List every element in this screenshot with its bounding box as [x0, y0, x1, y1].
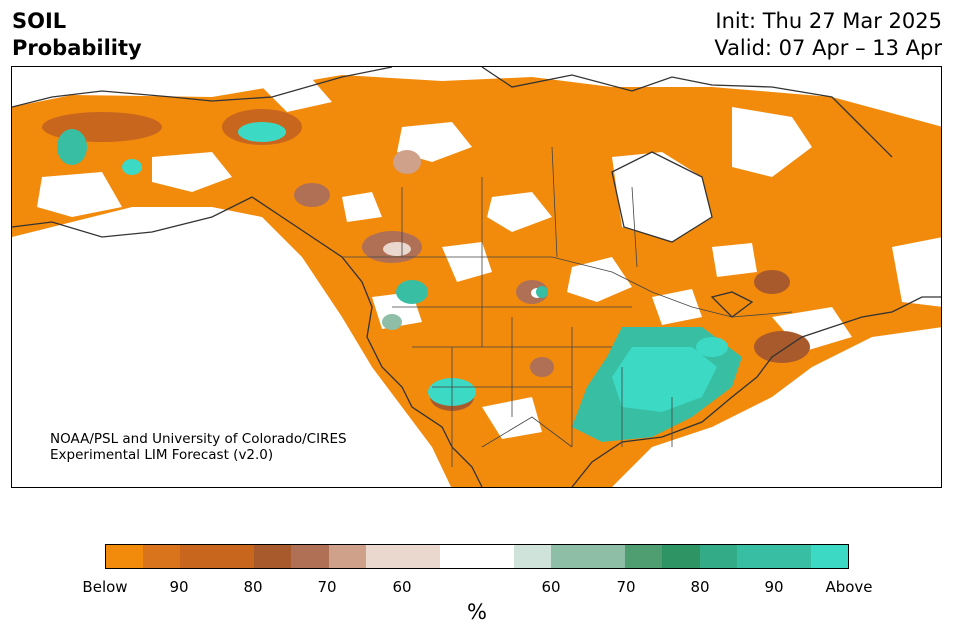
colorbar-segment	[328, 545, 366, 568]
colorbar-tick-label: 60	[541, 578, 561, 596]
near-normal-gaps	[37, 79, 941, 439]
colorbar-tick-label: 80	[690, 578, 710, 596]
above-normal-areas	[57, 122, 742, 442]
colorbar-segment	[180, 545, 218, 568]
colorbar-tick-label: 90	[169, 578, 189, 596]
colorbar-segment	[106, 545, 144, 568]
colorbar-segment	[143, 545, 181, 568]
colorbar-tick-label: 60	[392, 578, 412, 596]
colorbar-tick-label: 90	[764, 578, 784, 596]
title-type: Probability	[12, 36, 142, 60]
colorbar-segment	[773, 545, 811, 568]
valid-dates: Valid: 07 Apr – 13 Apr	[714, 36, 942, 60]
credit-line-2: Experimental LIM Forecast (v2.0)	[50, 447, 274, 463]
colorbar-segment	[365, 545, 403, 568]
colorbar-tick-label: Below	[82, 578, 128, 596]
colorbar-segment	[402, 545, 440, 568]
colorbar-tick-label: 70	[317, 578, 337, 596]
colorbar-segment	[514, 545, 552, 568]
colorbar-tick-label: Above	[825, 578, 873, 596]
colorbar-segment	[625, 545, 663, 568]
title-variable: SOIL	[12, 9, 67, 33]
colorbar-unit-label: %	[467, 600, 487, 624]
colorbar-segment	[291, 545, 329, 568]
colorbar-segment	[217, 545, 255, 568]
credit-line-1: NOAA/PSL and University of Colorado/CIRE…	[50, 431, 347, 447]
coastlines	[12, 67, 941, 487]
colorbar-segment	[551, 545, 589, 568]
colorbar-segment	[662, 545, 700, 568]
colorbar-segment	[810, 545, 848, 568]
colorbar-segment	[736, 545, 774, 568]
colorbar-tick-label: 70	[616, 578, 636, 596]
colorbar-tick-label: 80	[243, 578, 263, 596]
probability-colorbar	[105, 544, 849, 569]
colorbar-segment	[439, 545, 477, 568]
colorbar-segment	[588, 545, 626, 568]
borders	[342, 146, 793, 467]
map-title: SOIL Probability	[12, 8, 142, 62]
map-canvas	[12, 67, 941, 487]
forecast-map: NOAA/PSL and University of Colorado/CIRE…	[11, 66, 942, 488]
colorbar-segment	[254, 545, 292, 568]
colorbar-segment	[699, 545, 737, 568]
init-date: Init: Thu 27 Mar 2025	[715, 9, 942, 33]
forecast-credit: NOAA/PSL and University of Colorado/CIRE…	[50, 431, 347, 463]
colorbar-segment	[476, 545, 515, 568]
forecast-dates: Init: Thu 27 Mar 2025 Valid: 07 Apr – 13…	[714, 8, 942, 62]
